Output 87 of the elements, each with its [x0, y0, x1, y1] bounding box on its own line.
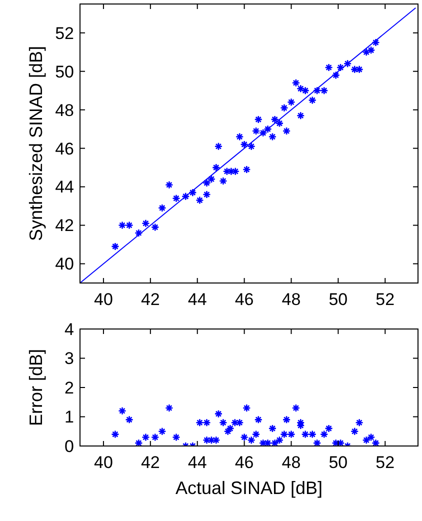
- y-tick-label: 4: [64, 320, 74, 339]
- y-axis-title: Synthesized SINAD [dB]: [26, 46, 46, 242]
- point: [296, 84, 305, 93]
- point: [292, 404, 300, 412]
- y-tick-label: 40: [55, 254, 74, 274]
- point: [280, 104, 288, 112]
- point: [287, 98, 296, 106]
- point: [301, 86, 310, 95]
- x-tick-label: 50: [328, 453, 348, 472]
- point: [111, 430, 120, 438]
- point: [240, 140, 248, 149]
- x-tick-label: 52: [376, 453, 395, 472]
- point: [282, 416, 291, 424]
- point: [150, 223, 160, 232]
- point: [165, 180, 174, 190]
- point: [235, 132, 244, 141]
- point: [134, 438, 143, 446]
- x-tick-label: 46: [234, 453, 254, 472]
- y-tick-label: 1: [64, 408, 74, 427]
- point: [142, 433, 150, 442]
- x-tick-label: 44: [188, 290, 207, 309]
- point: [125, 416, 134, 424]
- point: [150, 433, 160, 442]
- y-tick-label: 48: [55, 100, 74, 120]
- y-tick-label: 50: [55, 62, 74, 82]
- y-tick-label: 0: [64, 436, 74, 456]
- point: [268, 424, 277, 433]
- point: [142, 219, 150, 228]
- point: [270, 115, 279, 124]
- x-tick-label: 48: [282, 453, 301, 472]
- point: [247, 436, 256, 444]
- point: [252, 126, 260, 136]
- point: [242, 404, 251, 412]
- point: [350, 427, 359, 436]
- point: [214, 142, 223, 151]
- point: [111, 242, 120, 251]
- point: [196, 196, 204, 204]
- point: [242, 165, 251, 174]
- x-tick-label: 46: [234, 290, 254, 309]
- point: [240, 433, 248, 442]
- point: [214, 410, 223, 418]
- x-tick-label: 48: [282, 290, 301, 309]
- x-tick-label: 40: [94, 290, 113, 309]
- point: [268, 132, 277, 141]
- point: [219, 418, 228, 427]
- y-axis-title: Error [dB]: [26, 348, 46, 426]
- point: [372, 438, 380, 446]
- point: [355, 418, 364, 427]
- y-tick-label: 52: [55, 24, 74, 43]
- point: [282, 126, 291, 136]
- point: [212, 163, 220, 172]
- point: [254, 416, 263, 424]
- point: [158, 427, 166, 436]
- point: [372, 38, 380, 47]
- x-tick-label: 44: [188, 453, 207, 472]
- point: [172, 433, 180, 442]
- point: [172, 194, 180, 202]
- point: [219, 176, 228, 186]
- point: [324, 424, 333, 433]
- x-tick-label: 42: [140, 290, 160, 309]
- point: [202, 190, 211, 199]
- x-tick-label: 40: [94, 453, 113, 472]
- point: [324, 63, 333, 72]
- point: [292, 78, 300, 88]
- point: [252, 430, 260, 438]
- point: [254, 115, 263, 124]
- point: [332, 71, 340, 80]
- point: [308, 96, 317, 104]
- point: [118, 406, 126, 416]
- point: [224, 427, 232, 436]
- y-tick-label: 44: [55, 178, 74, 197]
- point: [165, 404, 174, 412]
- y-tick-label: 2: [64, 378, 74, 398]
- y-tick-label: 46: [55, 139, 74, 158]
- point: [320, 430, 328, 438]
- y-tick-label: 3: [64, 349, 74, 368]
- x-axis-title: Actual SINAD [dB]: [175, 478, 323, 498]
- y-tick-label: 42: [55, 216, 74, 236]
- x-tick-label: 52: [376, 290, 395, 309]
- point: [312, 438, 322, 446]
- point: [296, 111, 305, 120]
- point: [275, 119, 284, 128]
- x-tick-label: 42: [140, 453, 160, 472]
- point: [247, 142, 256, 151]
- x-tick-label: 50: [328, 290, 348, 309]
- point: [158, 204, 166, 212]
- point: [134, 228, 143, 238]
